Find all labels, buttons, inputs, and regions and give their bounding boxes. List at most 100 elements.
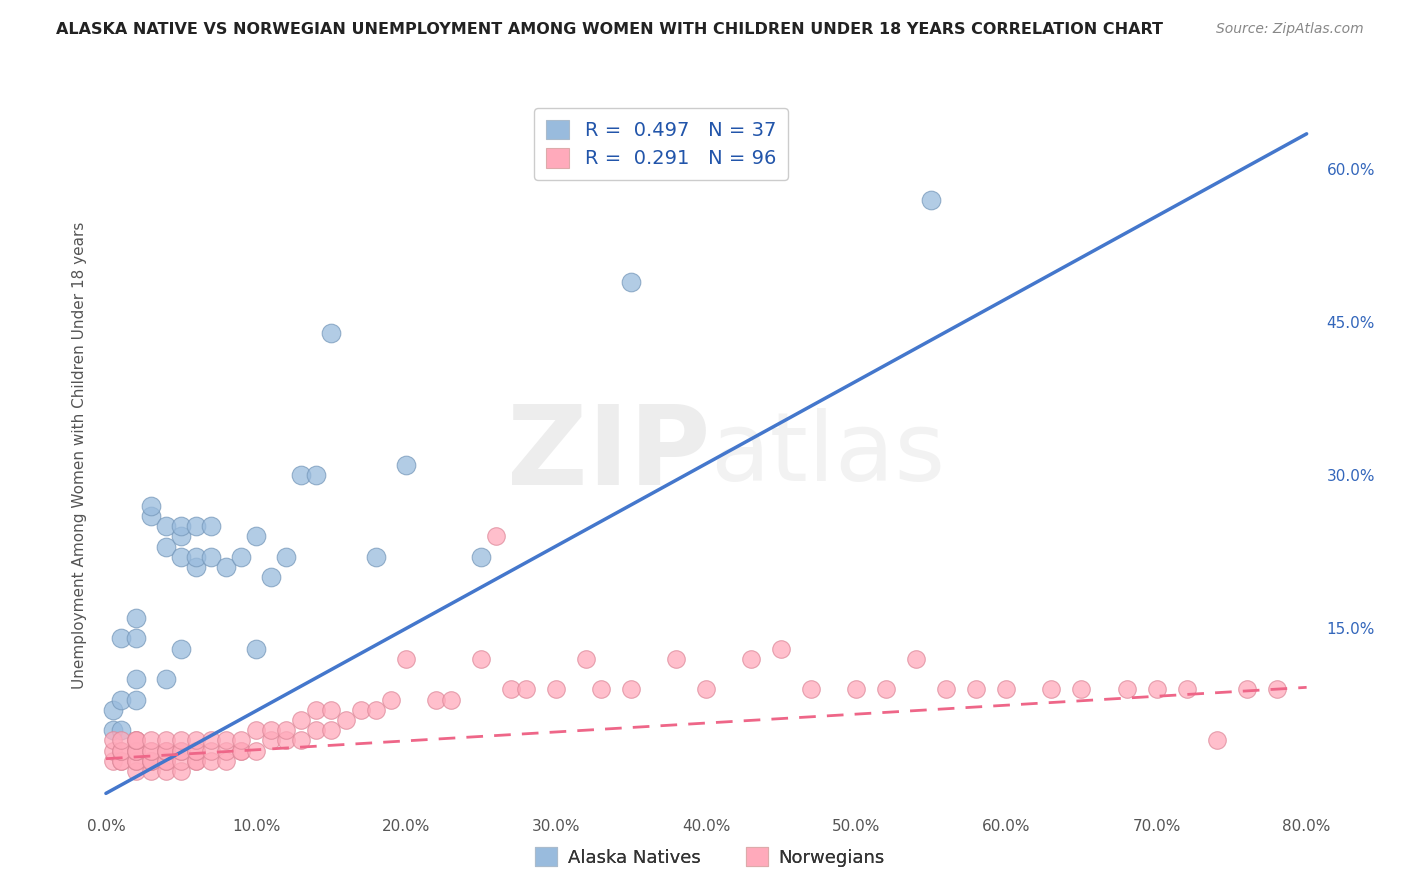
Point — [200, 743, 222, 757]
Point — [229, 743, 252, 757]
Point — [229, 733, 252, 747]
Point — [319, 723, 342, 738]
Point — [184, 519, 207, 533]
Point — [103, 723, 125, 738]
Point — [260, 723, 283, 738]
Point — [665, 652, 688, 666]
Point — [170, 519, 193, 533]
Point — [305, 468, 328, 483]
Point — [935, 682, 957, 697]
Point — [260, 570, 283, 584]
Point — [139, 743, 162, 757]
Point — [184, 560, 207, 574]
Point — [695, 682, 717, 697]
Point — [274, 723, 297, 738]
Point — [125, 743, 148, 757]
Y-axis label: Unemployment Among Women with Children Under 18 years: Unemployment Among Women with Children U… — [72, 221, 87, 689]
Point — [305, 723, 328, 738]
Point — [103, 733, 125, 747]
Point — [501, 682, 523, 697]
Point — [139, 754, 162, 768]
Point — [1070, 682, 1092, 697]
Point — [110, 723, 132, 738]
Point — [215, 754, 238, 768]
Point — [905, 652, 928, 666]
Point — [139, 733, 162, 747]
Point — [170, 743, 193, 757]
Point — [335, 713, 357, 727]
Point — [319, 703, 342, 717]
Point — [184, 549, 207, 564]
Point — [290, 733, 312, 747]
Text: Source: ZipAtlas.com: Source: ZipAtlas.com — [1216, 22, 1364, 37]
Point — [395, 458, 418, 472]
Point — [184, 733, 207, 747]
Point — [380, 692, 402, 706]
Point — [184, 754, 207, 768]
Point — [200, 519, 222, 533]
Point — [155, 743, 177, 757]
Point — [290, 713, 312, 727]
Point — [155, 764, 177, 778]
Point — [125, 733, 148, 747]
Point — [620, 275, 643, 289]
Point — [125, 611, 148, 625]
Point — [1265, 682, 1288, 697]
Point — [245, 641, 267, 656]
Point — [125, 733, 148, 747]
Point — [110, 743, 132, 757]
Point — [546, 682, 568, 697]
Text: atlas: atlas — [710, 409, 945, 501]
Point — [1236, 682, 1258, 697]
Point — [965, 682, 987, 697]
Point — [125, 764, 148, 778]
Point — [155, 743, 177, 757]
Point — [103, 743, 125, 757]
Point — [155, 754, 177, 768]
Point — [215, 733, 238, 747]
Point — [125, 733, 148, 747]
Point — [170, 743, 193, 757]
Point — [139, 499, 162, 513]
Point — [245, 743, 267, 757]
Point — [350, 703, 373, 717]
Point — [125, 743, 148, 757]
Point — [485, 529, 508, 543]
Point — [1205, 733, 1227, 747]
Point — [440, 692, 463, 706]
Point — [139, 754, 162, 768]
Point — [800, 682, 823, 697]
Point — [155, 754, 177, 768]
Point — [155, 733, 177, 747]
Point — [575, 652, 598, 666]
Point — [515, 682, 537, 697]
Point — [364, 703, 387, 717]
Point — [770, 641, 793, 656]
Point — [470, 652, 492, 666]
Point — [1146, 682, 1168, 697]
Point — [1175, 682, 1198, 697]
Point — [425, 692, 447, 706]
Point — [260, 733, 283, 747]
Point — [875, 682, 897, 697]
Point — [125, 754, 148, 768]
Point — [184, 743, 207, 757]
Point — [229, 743, 252, 757]
Point — [470, 549, 492, 564]
Point — [274, 549, 297, 564]
Point — [103, 754, 125, 768]
Point — [155, 540, 177, 554]
Point — [170, 529, 193, 543]
Point — [395, 652, 418, 666]
Point — [139, 743, 162, 757]
Point — [139, 754, 162, 768]
Point — [155, 519, 177, 533]
Point — [245, 529, 267, 543]
Point — [170, 641, 193, 656]
Text: ZIP: ZIP — [506, 401, 710, 508]
Point — [229, 549, 252, 564]
Point — [110, 632, 132, 646]
Point — [184, 754, 207, 768]
Point — [170, 764, 193, 778]
Point — [125, 743, 148, 757]
